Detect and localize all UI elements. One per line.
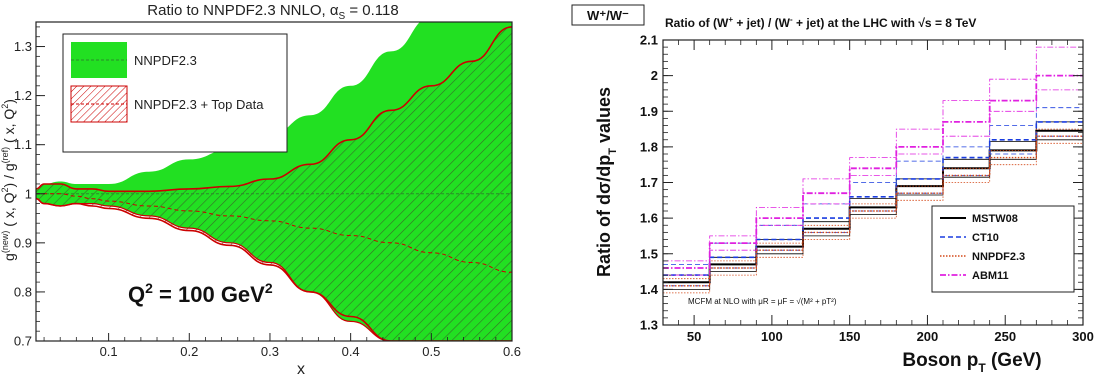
right-ytick-label: 1.9 — [640, 104, 658, 119]
step-nnpdf2-3-central — [663, 135, 1083, 287]
step-ct10-upper — [663, 107, 1083, 265]
right-ytick-label: 1.3 — [640, 318, 658, 333]
right-xlabel: Boson pT (GeV) — [902, 350, 1041, 375]
right-xtick-label: 50 — [687, 329, 701, 344]
right-legend-label-nnpdf2-3: NNPDF2.3 — [972, 251, 1025, 263]
left-xtick-label: 0.2 — [180, 344, 198, 359]
step-ct10-central — [663, 121, 1083, 276]
left-legend: NNPDF2.3 NNPDF2.3 + Top Data — [62, 33, 288, 153]
right-chart: W⁺/W⁻ Ratio of (W+ + jet) / (W- + jet) a… — [571, 4, 1094, 375]
left-ytick-label: 1 — [25, 186, 32, 201]
left-xtick-label: 0.3 — [261, 344, 279, 359]
band-top-data — [36, 26, 512, 341]
step-abm11-upper — [663, 46, 1083, 262]
step-mstw08-lower — [663, 139, 1083, 290]
left-annotation: Q2 = 100 GeV2 — [128, 280, 273, 307]
right-ytick-label: 1.8 — [640, 139, 658, 154]
right-xtick-label: 100 — [761, 329, 783, 344]
top-central-line — [36, 193, 512, 273]
step-ct10-lower — [663, 135, 1083, 287]
step-abm11-lower — [663, 89, 1083, 276]
right-ytick-label: 1.4 — [640, 282, 659, 297]
step-nnpdf2-3-upper — [663, 128, 1083, 280]
left-ytick-label: 0.7 — [14, 334, 32, 349]
left-ytick-label: 1.1 — [14, 137, 32, 152]
left-ytick-label: 0.8 — [14, 284, 32, 299]
right-ytick-label: 2.1 — [640, 33, 658, 48]
right-ytick-label: 1.7 — [640, 175, 658, 190]
top-upper-line — [36, 26, 512, 193]
left-ytick-label: 1.3 — [14, 39, 32, 54]
right-ytick-label: 2 — [651, 68, 658, 83]
right-ytick-label: 1.5 — [640, 246, 658, 261]
right-legend: MSTW08 CT10 NNPDF2.3 ABM11 — [931, 205, 1075, 293]
step-mstw08-upper — [663, 121, 1083, 276]
step-nnpdf2-3-lower — [663, 142, 1083, 294]
left-axes: 0.1 0.2 0.3 0.4 0.5 0.6 0.7 0.8 0.9 1 1.1 1.2 1.3 — [14, 26, 521, 359]
right-legend-label-ct10: CT10 — [972, 232, 999, 244]
left-plot-area — [36, 22, 512, 341]
right-ytick-label: 1.6 — [640, 211, 658, 226]
left-plot-frame — [35, 21, 513, 342]
right-xtick-label: 250 — [994, 329, 1016, 344]
left-xtick-label: 0.5 — [422, 344, 440, 359]
right-ylabel: Ratio of dσ/dpT values — [594, 87, 619, 277]
right-legend-items: MSTW08 CT10 NNPDF2.3 ABM11 — [940, 213, 1025, 282]
right-axes: 50 100 150 200 250 300 1.3 1.4 1.5 1.6 1.7 1.8 1.9 2 2… — [640, 33, 1094, 345]
left-ytick-label: 0.9 — [14, 235, 32, 250]
right-label-box-text: W⁺/W⁻ — [587, 8, 629, 23]
right-label-box — [571, 4, 645, 26]
left-xtick-label: 0.1 — [100, 344, 118, 359]
right-legend-box — [931, 205, 1075, 293]
left-chart: Ratio to NNPDF2.3 NNLO, αS = 0.118 0.1 0.… — [0, 2, 521, 378]
right-annotation: MCFM at NLO with μR = μF = √(M² + pT²) — [688, 297, 837, 306]
left-xtick-label: 0.4 — [342, 344, 360, 359]
left-xtick-label: 0.6 — [503, 344, 521, 359]
nnpdf-lower-edge — [36, 198, 512, 341]
legend-label-top: NNPDF2.3 + Top Data — [134, 97, 264, 112]
right-xtick-label: 300 — [1072, 329, 1094, 344]
right-legend-label-mstw08: MSTW08 — [972, 213, 1018, 225]
right-plot-area — [663, 46, 1083, 294]
left-xlabel: x — [297, 361, 305, 378]
left-ylabel: g(new) ( x, Q2) / g(ref) ( x, Q2) — [0, 99, 17, 261]
right-chart-title: Ratio of (W+ + jet) / (W- + jet) at the … — [665, 15, 976, 30]
right-xtick-label: 150 — [839, 329, 861, 344]
right-legend-label-abm11: ABM11 — [972, 270, 1009, 282]
left-chart-title: Ratio to NNPDF2.3 NNLO, αS = 0.118 — [147, 2, 398, 22]
right-xtick-label: 200 — [917, 329, 939, 344]
left-ytick-label: 1.2 — [14, 88, 32, 103]
legend-label-nnpdf23: NNPDF2.3 — [134, 53, 197, 68]
